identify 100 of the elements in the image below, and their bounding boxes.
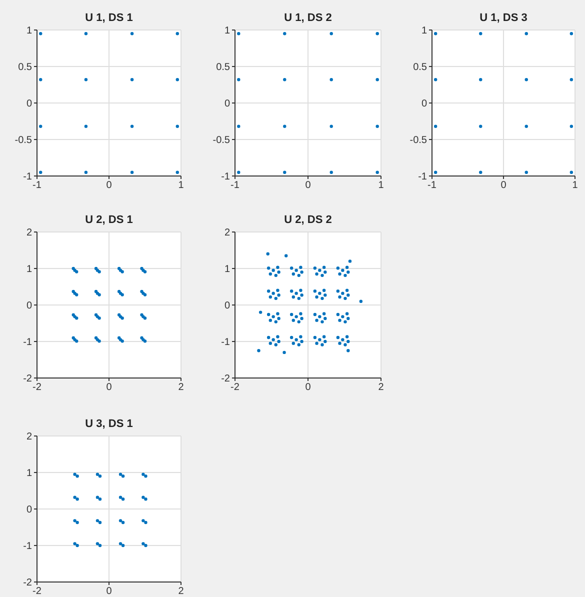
point	[98, 498, 102, 501]
x-tick-label: 1	[572, 180, 578, 192]
point	[237, 78, 240, 82]
point	[130, 78, 134, 82]
point	[524, 170, 528, 174]
point	[142, 496, 145, 499]
point	[283, 32, 286, 36]
y-tick-label: 2	[224, 228, 230, 239]
x-tick-label: 2	[178, 382, 184, 394]
point	[434, 32, 438, 36]
point	[73, 496, 76, 499]
point	[283, 78, 286, 82]
y-tick-label: -1	[221, 337, 230, 348]
x-tick-label: 0	[106, 586, 112, 597]
point	[39, 170, 42, 174]
point	[376, 170, 379, 174]
y-tick-label: 2	[26, 228, 32, 239]
y-tick-label: 0	[224, 98, 230, 110]
point	[76, 474, 79, 478]
x-tick-label: 0	[305, 180, 312, 192]
point	[73, 519, 76, 522]
point	[479, 78, 482, 82]
y-tick-label: 1	[224, 264, 230, 276]
chart-title: U 3, DS 1	[84, 418, 134, 430]
point	[76, 520, 79, 524]
point	[84, 124, 88, 128]
y-tick-label: 0.5	[18, 62, 32, 74]
point	[121, 498, 125, 501]
point	[118, 472, 122, 476]
point	[39, 78, 42, 82]
chart-title: U 1, DS 3	[478, 12, 528, 24]
point	[130, 32, 134, 36]
point	[121, 474, 125, 478]
point	[570, 78, 574, 82]
point	[39, 32, 42, 36]
point	[144, 474, 148, 478]
point	[479, 124, 482, 128]
point	[283, 124, 286, 128]
point	[130, 124, 134, 128]
x-tick-label: 2	[378, 382, 384, 394]
y-tick-label: 1	[421, 26, 428, 37]
y-tick-label: 0	[26, 504, 32, 516]
y-tick-label: 0	[224, 300, 230, 312]
chart-title: U 1, DS 2	[283, 12, 333, 24]
point	[73, 542, 76, 546]
point	[434, 170, 438, 174]
x-tick-label: 0	[106, 180, 112, 192]
chart-title: U 2, DS 1	[84, 214, 134, 226]
point	[98, 544, 102, 548]
y-tick-label: 0	[421, 98, 428, 110]
point	[570, 124, 574, 128]
y-tick-label: -1	[221, 172, 230, 183]
point	[376, 32, 379, 36]
point	[142, 519, 145, 522]
point	[118, 496, 122, 499]
x-tick-label: 0	[106, 382, 112, 394]
point	[130, 170, 134, 174]
y-tick-label: 0	[26, 300, 32, 312]
point	[121, 544, 125, 548]
point	[118, 542, 122, 546]
point	[84, 32, 88, 36]
point	[330, 170, 333, 174]
y-tick-label: 1	[26, 26, 32, 37]
point	[176, 78, 179, 82]
x-tick-label: 0	[305, 382, 312, 394]
point	[479, 170, 482, 174]
y-tick-label: -1	[23, 541, 32, 552]
point	[524, 78, 528, 82]
chart-title: U 1, DS 1	[84, 12, 134, 24]
point	[76, 544, 79, 548]
point	[98, 474, 102, 478]
point	[479, 32, 482, 36]
point	[237, 124, 240, 128]
point	[144, 520, 148, 524]
point	[524, 32, 528, 36]
point	[330, 124, 333, 128]
point	[118, 519, 122, 522]
y-tick-label: 1	[26, 264, 32, 276]
point	[144, 498, 148, 501]
point	[176, 32, 179, 36]
point	[142, 542, 145, 546]
point	[176, 170, 179, 174]
y-tick-label: 1	[26, 468, 32, 480]
y-tick-label: 0	[26, 98, 32, 110]
point	[330, 32, 333, 36]
point	[73, 472, 76, 476]
point	[96, 542, 100, 546]
y-tick-label: 2	[26, 432, 32, 443]
y-tick-label: -1	[23, 337, 32, 348]
x-tick-label: 0	[500, 180, 507, 192]
x-tick-label: 1	[378, 180, 384, 192]
point	[84, 78, 88, 82]
point	[570, 32, 574, 36]
y-tick-label: -1	[418, 172, 428, 183]
chart-title: U 2, DS 2	[283, 214, 333, 226]
x-tick-label: 2	[178, 586, 184, 597]
point	[176, 124, 179, 128]
point	[376, 124, 379, 128]
y-tick-label: 1	[224, 26, 230, 37]
y-tick-label: 0.5	[413, 62, 428, 74]
